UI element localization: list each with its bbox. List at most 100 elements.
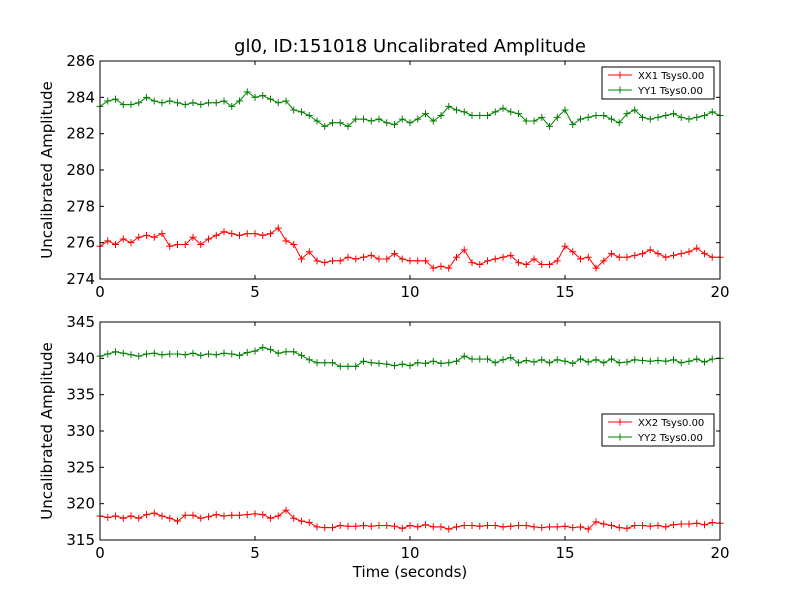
data-point bbox=[127, 239, 135, 247]
data-point bbox=[189, 511, 197, 519]
data-point bbox=[677, 359, 685, 367]
data-point bbox=[197, 514, 205, 522]
data-point bbox=[553, 257, 561, 265]
data-point bbox=[677, 113, 685, 121]
data-point bbox=[600, 112, 608, 119]
data-point bbox=[112, 95, 119, 103]
data-point bbox=[360, 115, 367, 123]
data-point bbox=[135, 514, 143, 522]
y-tick-label: 315 bbox=[66, 531, 95, 549]
data-point bbox=[143, 93, 150, 101]
data-point bbox=[553, 113, 561, 121]
data-point bbox=[313, 117, 321, 125]
data-point bbox=[251, 93, 259, 101]
data-point bbox=[693, 355, 701, 363]
data-point bbox=[414, 257, 422, 265]
data-point bbox=[584, 253, 592, 261]
data-point bbox=[290, 106, 298, 114]
data-point bbox=[251, 230, 259, 238]
data-point bbox=[174, 240, 181, 248]
x-tick-label: 15 bbox=[555, 283, 574, 301]
data-point bbox=[336, 119, 344, 127]
legend-marker bbox=[616, 86, 624, 94]
y-tick-label: 282 bbox=[66, 125, 95, 143]
data-point bbox=[360, 253, 367, 261]
x-tick-label: 5 bbox=[250, 283, 260, 301]
y-tick-label: 325 bbox=[66, 458, 95, 476]
data-point bbox=[243, 349, 251, 357]
data-point bbox=[507, 108, 515, 116]
data-point bbox=[639, 521, 646, 529]
data-point bbox=[515, 359, 522, 367]
legend-marker bbox=[616, 433, 624, 441]
data-point bbox=[212, 351, 220, 359]
data-point bbox=[701, 250, 708, 258]
data-point bbox=[553, 523, 561, 531]
y-tick-label: 340 bbox=[66, 349, 95, 367]
y-tick-label: 286 bbox=[66, 52, 95, 70]
data-point bbox=[259, 231, 267, 239]
data-point bbox=[701, 521, 708, 529]
data-point bbox=[476, 260, 484, 268]
data-point bbox=[220, 349, 228, 357]
data-point bbox=[174, 517, 181, 525]
data-point bbox=[670, 521, 677, 529]
data-point bbox=[460, 108, 468, 116]
data-point bbox=[243, 88, 251, 96]
data-point bbox=[592, 112, 600, 119]
data-point bbox=[282, 348, 290, 356]
data-point bbox=[646, 522, 654, 530]
data-point bbox=[205, 99, 212, 107]
data-point bbox=[104, 97, 112, 105]
data-point bbox=[491, 359, 499, 367]
data-point bbox=[491, 108, 499, 116]
data-point bbox=[181, 240, 189, 248]
y-tick-label: 330 bbox=[66, 422, 95, 440]
data-point bbox=[391, 250, 398, 258]
data-point bbox=[499, 104, 507, 112]
data-point bbox=[429, 117, 437, 125]
y-axis-label: Uncalibrated Amplitude bbox=[38, 81, 56, 258]
series-2 bbox=[96, 88, 724, 130]
data-point bbox=[212, 99, 220, 107]
data-point bbox=[460, 521, 468, 529]
data-point bbox=[631, 521, 639, 529]
data-point bbox=[150, 233, 158, 241]
data-point bbox=[375, 255, 383, 263]
data-point bbox=[592, 356, 600, 364]
data-point bbox=[158, 512, 166, 520]
data-point bbox=[515, 259, 522, 267]
data-point bbox=[398, 255, 406, 263]
data-point bbox=[468, 259, 476, 267]
data-point bbox=[662, 357, 670, 365]
data-point bbox=[453, 253, 460, 261]
data-point bbox=[670, 356, 677, 364]
data-point bbox=[577, 115, 584, 123]
data-point bbox=[197, 240, 205, 248]
data-point bbox=[197, 101, 205, 109]
data-point bbox=[321, 122, 329, 130]
data-point bbox=[670, 251, 677, 259]
data-point bbox=[166, 97, 174, 105]
data-point bbox=[406, 119, 414, 127]
data-point bbox=[538, 356, 546, 364]
data-point bbox=[515, 110, 522, 118]
data-point bbox=[414, 359, 422, 367]
data-point bbox=[584, 358, 592, 366]
y-tick-label: 276 bbox=[66, 234, 95, 252]
data-point bbox=[321, 524, 329, 532]
data-point bbox=[608, 250, 615, 258]
data-point bbox=[282, 237, 290, 245]
data-point bbox=[445, 102, 453, 110]
data-point bbox=[592, 264, 600, 272]
data-point bbox=[406, 521, 414, 529]
data-point bbox=[639, 357, 646, 365]
data-point bbox=[484, 355, 491, 363]
data-point bbox=[150, 509, 158, 517]
data-point bbox=[290, 348, 298, 356]
data-point bbox=[104, 350, 112, 358]
data-point bbox=[491, 521, 499, 529]
data-point bbox=[375, 359, 383, 367]
data-point bbox=[414, 115, 422, 123]
